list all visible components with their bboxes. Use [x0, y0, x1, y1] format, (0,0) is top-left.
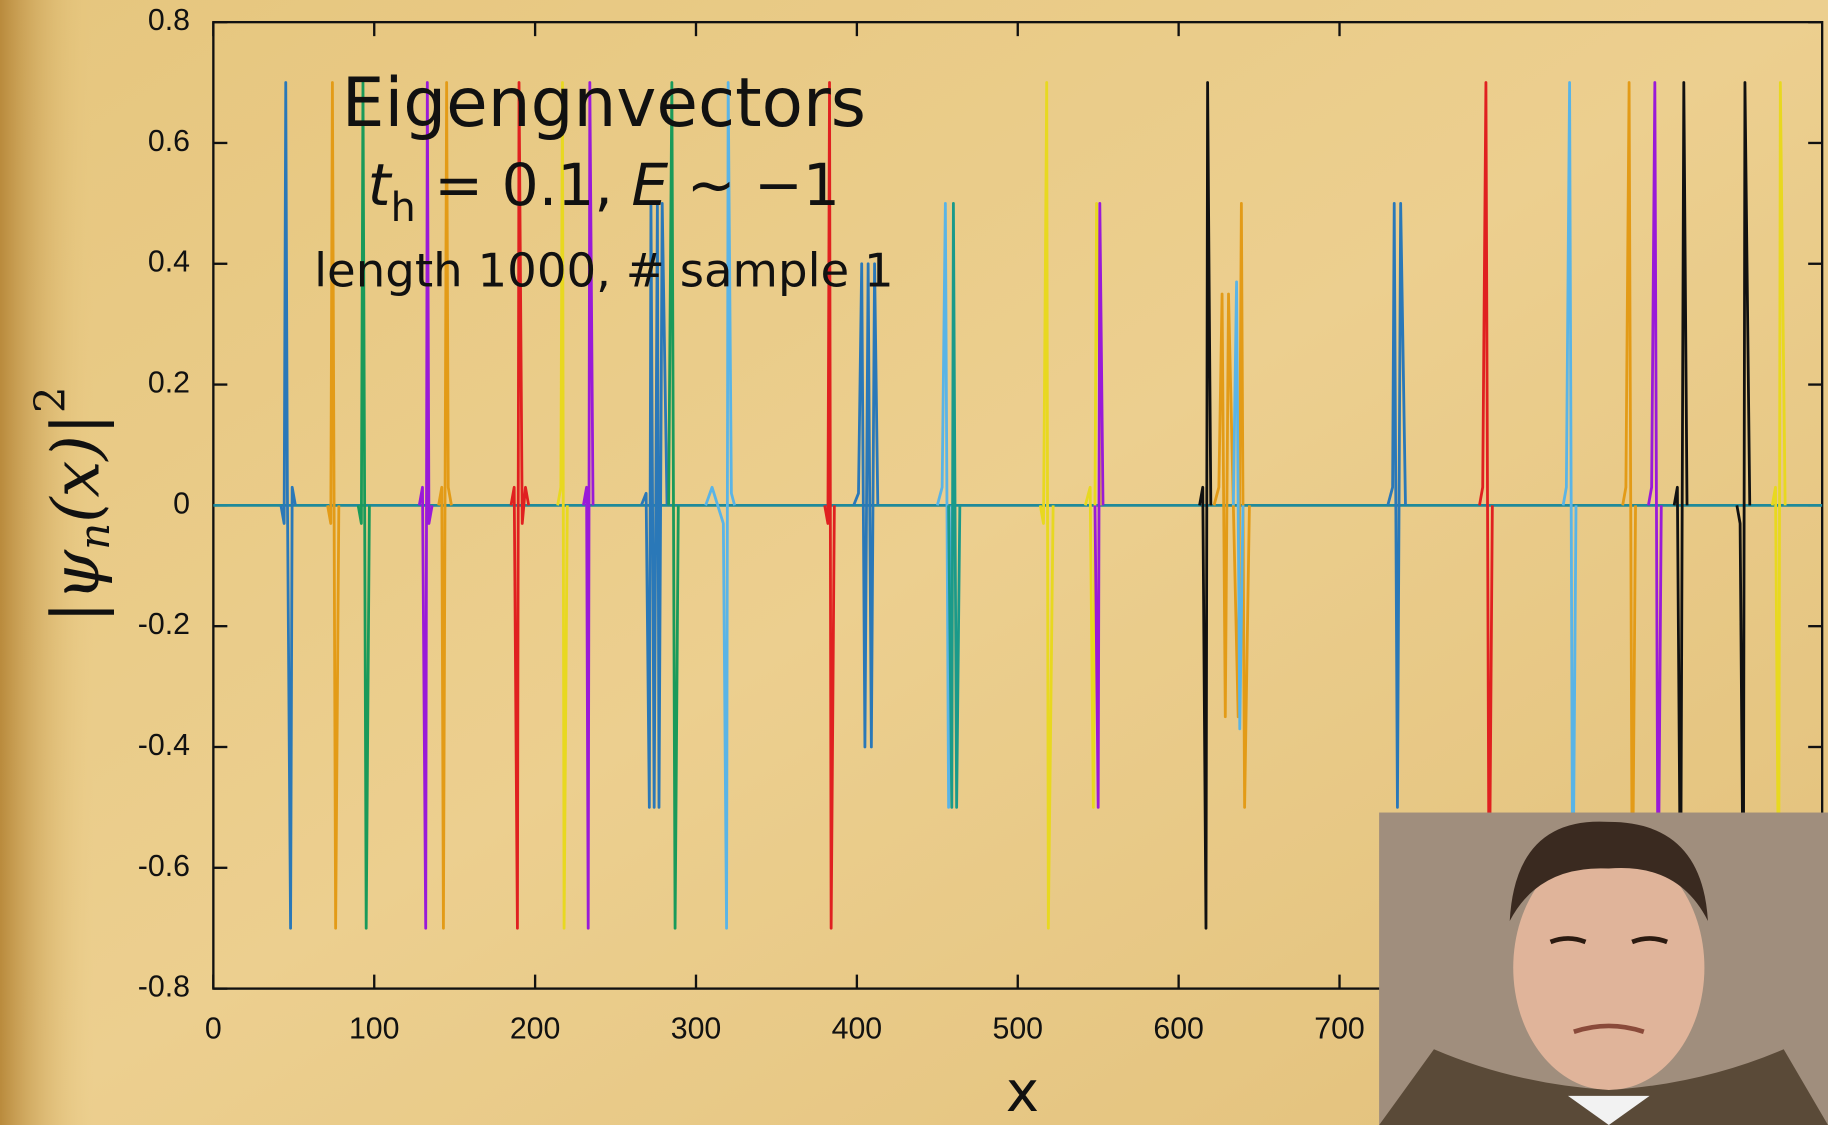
- x-tick-label: 500: [992, 1013, 1043, 1046]
- series-line: [1038, 81, 1055, 930]
- y-axis-label: |ψn(x)|2: [26, 386, 119, 623]
- subtitle-part: t: [368, 151, 393, 219]
- series-line: [1198, 81, 1213, 930]
- series-line: [1212, 201, 1251, 809]
- ylabel-part: (x)|: [39, 413, 115, 523]
- series-line: [326, 81, 341, 930]
- series-line: [417, 81, 434, 930]
- series-line: [1386, 201, 1407, 809]
- series-line: [437, 81, 453, 930]
- x-tick-label: 200: [510, 1013, 561, 1046]
- series-line: [279, 81, 297, 930]
- subtitle-part: = 0.1,: [416, 151, 632, 219]
- series-line: [582, 81, 595, 930]
- series-line: [1231, 280, 1245, 731]
- series-line: [509, 81, 531, 930]
- series-line: [639, 201, 669, 809]
- series-line: [1621, 81, 1637, 930]
- ylabel-part: |ψ: [39, 549, 115, 623]
- annotation: length 1000, # sample 1: [314, 243, 894, 297]
- chart-title: Eigengnvectors: [342, 63, 866, 142]
- x-tick-label: 400: [832, 1013, 883, 1046]
- chart-subtitle: th = 0.1, E ∼ −1: [368, 151, 840, 230]
- series-line: [667, 81, 680, 930]
- series-line: [356, 81, 371, 930]
- series-line: [1093, 201, 1105, 809]
- y-tick-label: 0.4: [148, 246, 190, 279]
- x-axis-label: x: [1006, 1060, 1039, 1125]
- y-tick-label: 0: [173, 487, 190, 520]
- y-tick-label: -0.8: [138, 971, 190, 1004]
- x-tick-label: 700: [1314, 1013, 1365, 1046]
- y-tick-label: -0.6: [138, 850, 190, 883]
- x-tick-label: 300: [671, 1013, 722, 1046]
- ylabel-part: n: [70, 523, 119, 550]
- subtitle-part: E: [631, 151, 668, 219]
- series-line: [1647, 81, 1663, 930]
- series-line: [704, 81, 736, 930]
- y-tick-label: 0.8: [148, 4, 190, 37]
- x-tick-label: 0: [205, 1013, 222, 1046]
- series-line: [556, 81, 569, 930]
- series-line: [852, 262, 880, 749]
- series-line: [823, 81, 836, 930]
- photo: [1379, 812, 1828, 1125]
- subtitle-part: ∼ −1: [668, 151, 840, 219]
- y-tick-label: 0.6: [148, 125, 190, 158]
- y-tick-label: 0.2: [148, 367, 190, 400]
- series-line: [1561, 81, 1578, 930]
- x-tick-label: 600: [1153, 1013, 1204, 1046]
- series-line: [947, 201, 962, 809]
- series-line: [1478, 81, 1494, 930]
- y-tick-label: -0.4: [138, 729, 190, 762]
- y-tick-label: -0.2: [138, 608, 190, 641]
- subtitle-part: h: [391, 184, 416, 230]
- page-edge: [0, 0, 94, 1125]
- x-tick-label: 100: [349, 1013, 400, 1046]
- ylabel-part: 2: [26, 386, 75, 413]
